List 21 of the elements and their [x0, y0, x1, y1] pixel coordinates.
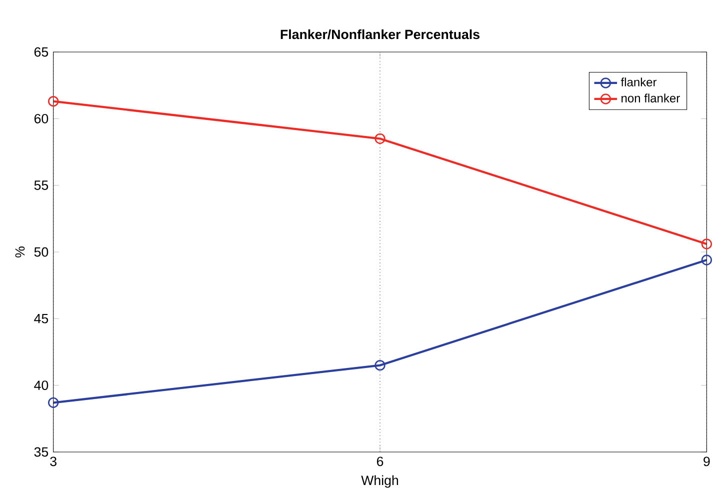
point [701, 254, 712, 266]
point [48, 397, 59, 408]
x-tick-label: 9 [704, 456, 710, 466]
y-tick-label: 45 [34, 314, 48, 324]
legend-label: flanker [620, 78, 657, 86]
y-tick-label: 50 [34, 247, 48, 257]
y-tick-label: 65 [34, 47, 48, 57]
y-axis-title: % [15, 246, 25, 258]
x-axis-title: Whigh [361, 475, 398, 488]
x-tick-label: 3 [50, 456, 56, 466]
x-tick-label: 6 [376, 456, 384, 466]
point [701, 238, 712, 250]
point [374, 133, 386, 144]
y-tick-label: 60 [34, 114, 48, 124]
legend-label: non flanker [622, 94, 680, 102]
y-tick-label: 55 [34, 180, 48, 190]
y-tick-label: 35 [34, 447, 48, 457]
point [48, 96, 59, 107]
y-tick-label: 40 [34, 380, 48, 390]
point [374, 360, 386, 371]
chart-title: Flanker/Nonflanker Percentuals [280, 29, 480, 40]
